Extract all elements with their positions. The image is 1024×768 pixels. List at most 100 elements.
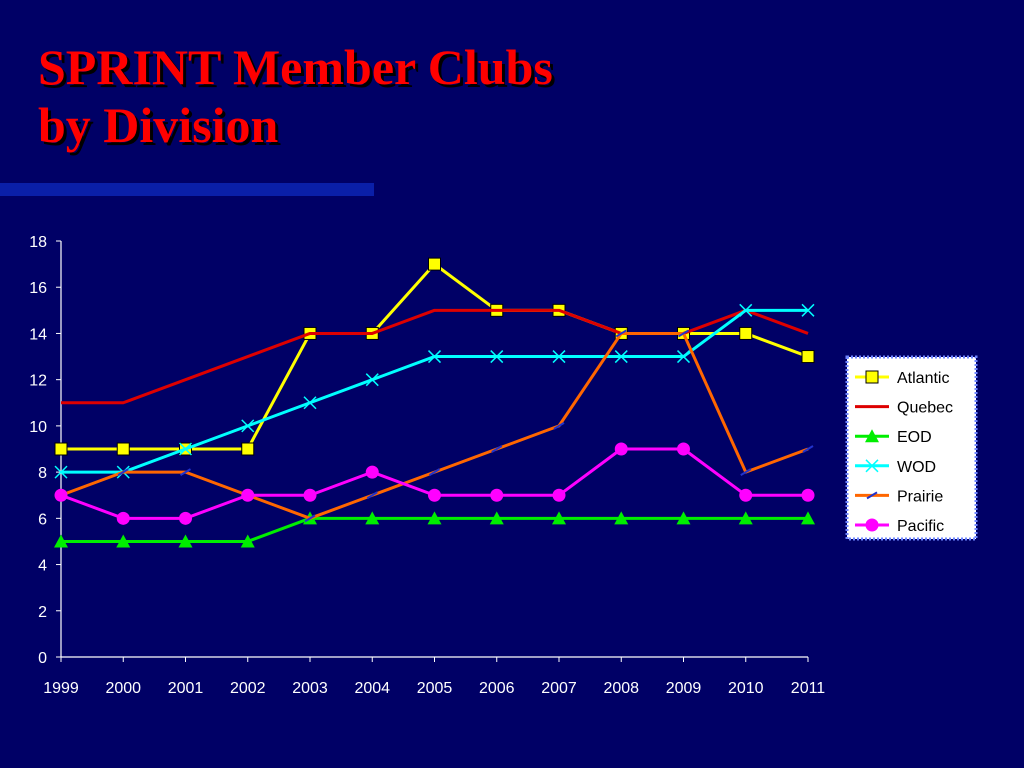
data-point-marker [241,442,255,456]
data-point-marker [738,511,753,525]
legend-label: Quebec [897,400,953,417]
data-point-marker [740,468,752,476]
data-point-marker [490,350,504,364]
data-point-marker [739,303,753,317]
y-tick-label: 8 [38,465,47,482]
marker-stroke [365,373,379,387]
x-tick-label: 2010 [728,680,764,697]
marker-stroke [54,465,68,479]
data-point-marker [54,465,68,479]
legend-label: Atlantic [897,370,949,387]
marker-stroke [427,350,442,364]
data-point-marker [866,491,878,500]
data-point-marker [552,511,566,525]
y-tick-label: 4 [38,558,47,575]
marker-stroke [241,419,255,433]
marker-stroke [490,350,504,364]
data-point-marker [490,488,504,502]
data-point-marker [54,442,68,456]
slide-title-line2: by Division [38,97,279,153]
data-point-marker [303,396,317,410]
y-tick-label: 2 [38,604,47,621]
marker-stroke [614,350,628,364]
data-point-marker [241,419,255,433]
data-point-marker [427,350,442,364]
y-tick-label: 0 [38,650,47,667]
data-point-marker [552,488,566,502]
data-point-marker [241,488,255,502]
marker-stroke [739,303,753,317]
data-point-marker [179,468,192,476]
x-tick-label: 2008 [603,680,639,697]
x-tick-label: 1999 [43,680,79,697]
data-point-marker [178,442,193,456]
data-point-marker [802,445,814,453]
data-point-marker [553,422,565,430]
x-tick-label: 2000 [105,680,141,697]
y-tick-label: 18 [29,234,47,251]
data-point-marker [801,488,815,502]
data-point-marker [677,442,690,456]
x-tick-label: 2011 [791,680,826,697]
legend: Atlantic Quebec EOD WOD Prairie Pacific [845,355,978,541]
legend-label: EOD [897,429,932,446]
data-point-marker [614,442,628,456]
y-tick-label: 10 [29,419,47,436]
data-point-marker [865,429,879,443]
data-point-marker [304,514,316,523]
data-point-marker [677,329,690,338]
marker-stroke [303,396,317,410]
marker-stroke [801,303,815,317]
x-tick-label: 2004 [354,680,390,697]
data-point-marker [303,488,317,502]
series-pacific [54,442,815,525]
data-point-marker [865,459,879,473]
x-tick-label: 2009 [666,680,702,697]
data-point-marker [801,350,815,364]
data-point-marker [676,350,691,364]
data-point-marker [739,488,753,502]
data-point-marker [365,465,379,479]
data-point-marker [801,511,815,525]
x-axis-ticks: 1999 2000 2001 2002 2003 2004 2005 2006 2007 2008… [43,657,825,697]
title-underline-bar [0,183,374,196]
data-point-marker [676,511,691,525]
data-point-marker [365,373,379,387]
data-point-marker [428,488,441,502]
y-tick-label: 12 [29,373,47,390]
data-point-marker [178,534,193,548]
y-tick-label: 6 [38,511,47,528]
chart-series [54,257,815,548]
x-tick-label: 2003 [292,680,328,697]
marker-stroke [178,442,193,456]
legend-label: Pacific [897,518,944,535]
data-point-marker [552,350,566,364]
x-tick-label: 2001 [168,680,204,697]
data-point-marker [614,350,628,364]
data-point-marker [801,303,815,317]
y-tick-label: 14 [29,326,47,343]
x-tick-label: 2006 [479,680,515,697]
marker-stroke [865,459,879,473]
series-wod [54,303,815,479]
data-point-marker [54,534,68,548]
data-point-marker [179,511,192,525]
data-point-marker [865,370,879,384]
data-point-marker [491,445,503,453]
data-point-marker [54,488,68,502]
slide-title: SPRINT Member Clubs by Division [38,38,553,154]
data-point-marker [739,326,753,340]
data-point-marker [615,329,627,338]
data-point-marker [116,534,131,548]
marker-stroke [676,350,691,364]
data-point-marker [116,511,130,525]
x-tick-label: 2005 [417,680,453,697]
data-point-marker [614,511,629,525]
y-axis-ticks: 0 2 4 6 8 10 12 14 16 18 [29,234,61,667]
y-tick-label: 16 [29,280,47,297]
data-point-marker [366,491,378,500]
data-point-marker [427,511,442,525]
data-point-marker [117,468,129,476]
series-eod [54,511,815,548]
